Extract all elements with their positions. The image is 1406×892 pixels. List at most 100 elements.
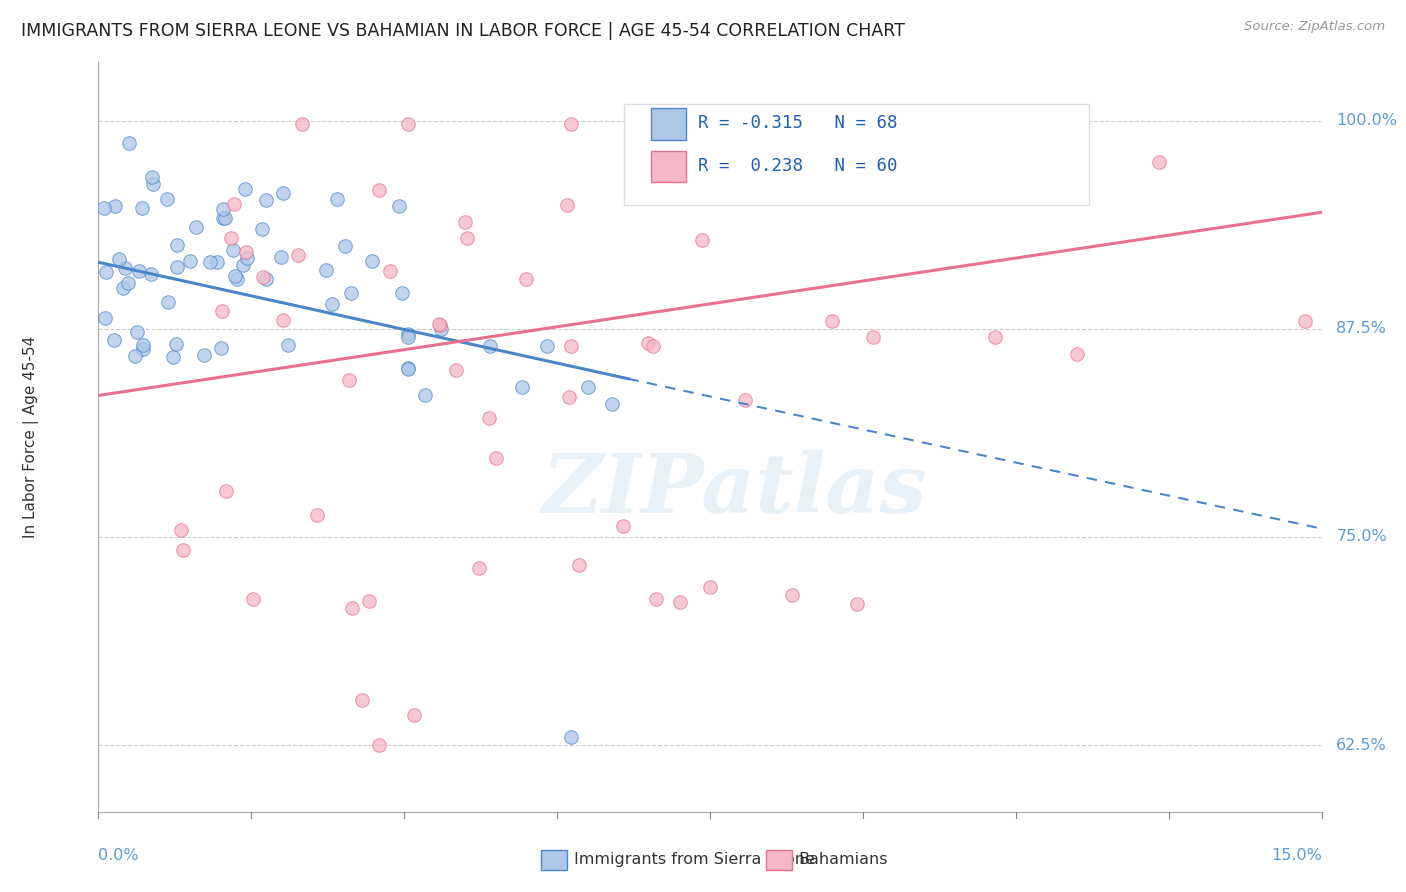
- Point: [378, 263, 401, 277]
- Point: [699, 580, 721, 594]
- Point: [212, 202, 235, 217]
- Point: [821, 313, 844, 327]
- Point: [357, 594, 380, 608]
- Text: In Labor Force | Age 45-54: In Labor Force | Age 45-54: [22, 336, 39, 538]
- Point: [485, 450, 508, 465]
- Point: [124, 349, 146, 363]
- Point: [326, 192, 349, 206]
- FancyBboxPatch shape: [651, 151, 686, 182]
- Point: [287, 248, 309, 262]
- Point: [117, 277, 139, 291]
- Text: Bahamians: Bahamians: [799, 853, 889, 867]
- Point: [337, 373, 360, 387]
- Point: [560, 117, 582, 131]
- Point: [315, 263, 337, 277]
- Point: [214, 211, 236, 226]
- Point: [271, 186, 294, 200]
- Point: [235, 244, 257, 259]
- Text: ZIPatlas: ZIPatlas: [541, 450, 927, 530]
- Text: 100.0%: 100.0%: [1336, 113, 1398, 128]
- Point: [224, 268, 246, 283]
- Point: [1147, 155, 1170, 169]
- Point: [352, 693, 374, 707]
- Text: 0.0%: 0.0%: [98, 848, 139, 863]
- Text: R =  0.238   N = 60: R = 0.238 N = 60: [697, 157, 897, 175]
- Point: [576, 380, 599, 394]
- Point: [132, 343, 155, 357]
- Point: [277, 338, 299, 352]
- Point: [468, 561, 491, 575]
- Point: [404, 708, 426, 723]
- Point: [339, 286, 361, 301]
- Point: [156, 294, 179, 309]
- Point: [333, 239, 356, 253]
- Point: [236, 251, 259, 265]
- Point: [254, 193, 277, 207]
- Point: [478, 410, 501, 425]
- Point: [94, 311, 117, 326]
- Point: [128, 264, 150, 278]
- Point: [560, 338, 582, 352]
- Point: [222, 197, 245, 211]
- Text: IMMIGRANTS FROM SIERRA LEONE VS BAHAMIAN IN LABOR FORCE | AGE 45-54 CORRELATION : IMMIGRANTS FROM SIERRA LEONE VS BAHAMIAN…: [21, 22, 905, 40]
- Point: [162, 350, 184, 364]
- Point: [212, 211, 235, 225]
- Point: [252, 270, 274, 285]
- Point: [560, 730, 582, 744]
- Point: [668, 595, 690, 609]
- Point: [271, 313, 294, 327]
- Point: [396, 117, 419, 131]
- Point: [184, 219, 207, 234]
- Point: [641, 338, 664, 352]
- Point: [396, 326, 419, 341]
- Point: [141, 169, 163, 184]
- Point: [103, 333, 125, 347]
- Point: [396, 361, 419, 376]
- Text: 15.0%: 15.0%: [1271, 848, 1322, 863]
- Point: [429, 318, 451, 332]
- Point: [512, 380, 534, 394]
- Point: [427, 318, 450, 332]
- FancyBboxPatch shape: [624, 103, 1090, 205]
- Point: [845, 597, 868, 611]
- Point: [1066, 347, 1088, 361]
- Point: [1294, 313, 1316, 327]
- Text: Immigrants from Sierra Leone: Immigrants from Sierra Leone: [574, 853, 814, 867]
- Point: [111, 281, 134, 295]
- Point: [388, 199, 411, 213]
- Point: [515, 272, 537, 286]
- Point: [600, 397, 623, 411]
- Text: R = -0.315   N = 68: R = -0.315 N = 68: [697, 114, 897, 132]
- Point: [96, 264, 118, 278]
- Point: [456, 231, 478, 245]
- Point: [444, 363, 467, 377]
- Point: [361, 253, 384, 268]
- Point: [568, 558, 591, 573]
- Point: [142, 177, 165, 191]
- Point: [179, 253, 201, 268]
- Point: [307, 508, 329, 522]
- Point: [413, 388, 436, 402]
- Point: [242, 591, 264, 606]
- Point: [780, 588, 803, 602]
- Point: [321, 297, 343, 311]
- Point: [209, 341, 232, 355]
- Point: [430, 322, 453, 336]
- Point: [340, 601, 363, 615]
- Point: [127, 326, 149, 340]
- Point: [226, 271, 249, 285]
- Point: [205, 255, 228, 269]
- Point: [368, 738, 391, 752]
- Point: [536, 338, 558, 352]
- Text: Source: ZipAtlas.com: Source: ZipAtlas.com: [1244, 20, 1385, 33]
- Point: [398, 360, 420, 375]
- Point: [165, 337, 187, 351]
- Point: [114, 260, 136, 275]
- Point: [166, 238, 188, 252]
- Point: [156, 192, 179, 206]
- Point: [984, 330, 1007, 344]
- Point: [254, 272, 277, 286]
- Text: 87.5%: 87.5%: [1336, 321, 1388, 336]
- Point: [478, 338, 501, 352]
- Point: [222, 243, 245, 257]
